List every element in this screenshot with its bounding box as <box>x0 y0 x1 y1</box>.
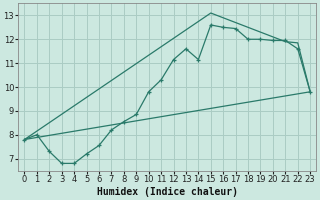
X-axis label: Humidex (Indice chaleur): Humidex (Indice chaleur) <box>97 186 238 197</box>
